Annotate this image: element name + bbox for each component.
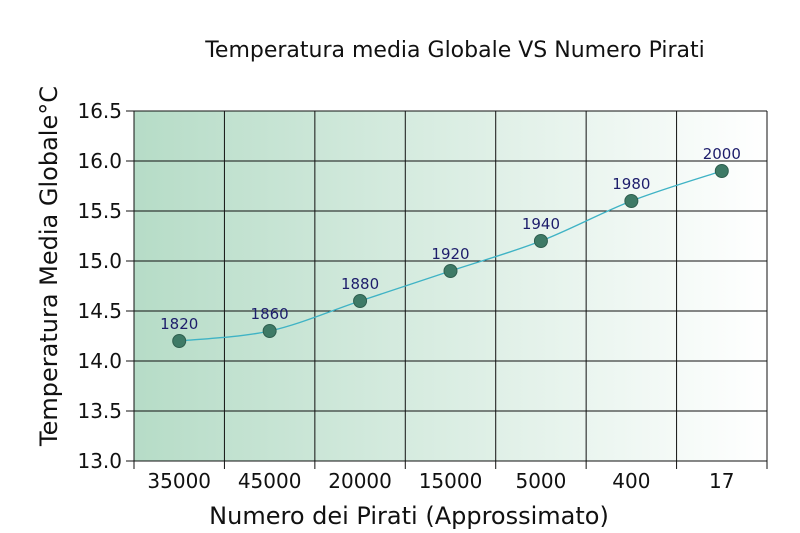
data-point-label: 1940: [522, 215, 560, 233]
y-tick-label: 15.0: [77, 249, 122, 273]
x-tick-label: 20000: [328, 469, 392, 493]
data-point-label: 1920: [431, 245, 469, 263]
axis-ticks: [126, 110, 768, 469]
data-point: [533, 234, 548, 248]
y-tick-labels: 13.0 13.5 14.0 14.5 15.0 15.5 16.0 16.5: [77, 99, 122, 473]
data-point: [353, 294, 368, 308]
data-point-label: 1980: [612, 175, 650, 193]
data-point: [172, 334, 187, 348]
data-point-label: 1860: [251, 305, 289, 323]
x-tick-labels: 35000 45000 20000 15000 5000 400 17: [147, 469, 734, 493]
data-point: [443, 264, 458, 278]
y-axis-label: Temperatura Media Globale°C: [35, 86, 63, 447]
x-tick-label: 45000: [238, 469, 302, 493]
y-tick-label: 15.5: [77, 199, 122, 223]
y-tick-label: 13.0: [77, 449, 122, 473]
plot-area-background: [134, 111, 767, 461]
x-axis-label: Numero dei Pirati (Approssimato): [209, 502, 609, 530]
y-tick-label: 14.5: [77, 299, 122, 323]
data-point: [714, 164, 729, 178]
data-markers: [172, 164, 729, 348]
data-point: [624, 194, 639, 208]
data-point: [262, 324, 277, 338]
x-tick-label: 35000: [147, 469, 211, 493]
y-tick-label: 16.5: [77, 99, 122, 123]
x-tick-label: 400: [612, 469, 650, 493]
x-tick-label: 15000: [419, 469, 483, 493]
y-tick-label: 16.0: [77, 149, 122, 173]
y-tick-label: 14.0: [77, 349, 122, 373]
grid-lines: [133, 110, 768, 462]
y-tick-label: 13.5: [77, 399, 122, 423]
data-point-label: 1880: [341, 275, 379, 293]
data-point-label: 2000: [703, 145, 741, 163]
data-point-label: 1820: [160, 315, 198, 333]
chart-title: Temperatura media Globale VS Numero Pira…: [204, 38, 705, 63]
x-tick-label: 17: [709, 469, 734, 493]
point-labels: 1820 1860 1880 1920 1940 1980 2000: [160, 145, 741, 333]
x-tick-label: 5000: [515, 469, 566, 493]
